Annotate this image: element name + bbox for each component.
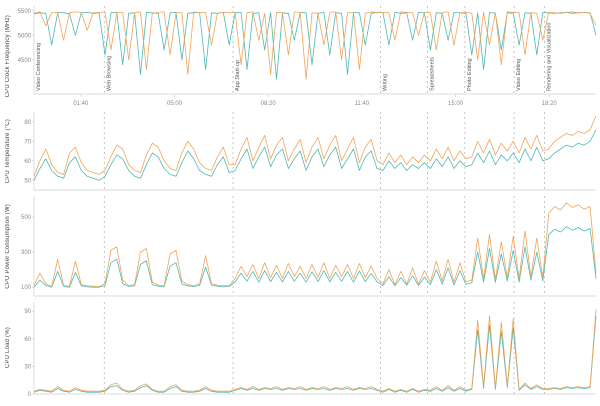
y-tick-label: 60 bbox=[24, 337, 31, 343]
y-tick-label: 500 bbox=[21, 215, 32, 221]
y-tick-label: 60 bbox=[24, 159, 31, 165]
chart-cpu-temperature: CPU Temperature (°C) 50 60 70 80 bbox=[2, 110, 598, 192]
y-axis-title-load: CPU Load (%) bbox=[2, 300, 14, 396]
x-tick-label: 08:20 bbox=[261, 101, 277, 107]
x-tick-label: 11:40 bbox=[355, 101, 370, 107]
cpu-power-plot: 100 300 500 bbox=[21, 196, 597, 297]
phase-label: App Start-up bbox=[235, 60, 241, 91]
phase-label: Video Conferencing bbox=[36, 43, 42, 91]
chart-cpu-power: CPU Power Consumption (W) 100 300 500 bbox=[2, 194, 598, 298]
chart-cpu-load: CPU Load (%) 0 30 60 90 bbox=[2, 300, 598, 396]
y-axis-title-text: CPU Temperature (°C) bbox=[5, 118, 11, 184]
y-axis-title-temperature: CPU Temperature (°C) bbox=[2, 110, 14, 192]
cpu-frequency-plot: 4500 5000 5500 Video Conferencing Web Browsi… bbox=[18, 6, 597, 107]
series-line-teal bbox=[33, 11, 597, 80]
phase-label: Writing bbox=[383, 74, 389, 91]
y-tick-label: 5000 bbox=[18, 33, 32, 39]
y-axis-title-text: CPU Clock Frequency (MHz) bbox=[5, 14, 11, 98]
y-tick-label: 4500 bbox=[18, 58, 32, 64]
series-line-orange bbox=[33, 115, 597, 177]
y-tick-label: 30 bbox=[24, 364, 31, 370]
y-axis-title-frequency: CPU Clock Frequency (MHz) bbox=[2, 4, 14, 108]
y-tick-label: 5500 bbox=[18, 9, 32, 15]
x-tick-label: 01:40 bbox=[73, 101, 89, 107]
y-tick-label: 100 bbox=[21, 285, 32, 291]
y-tick-label: 0 bbox=[28, 392, 32, 396]
series-line-orange bbox=[33, 11, 597, 80]
phase-label: Photo Editing bbox=[467, 58, 473, 91]
series-line-teal bbox=[33, 315, 597, 393]
series-line-teal bbox=[33, 129, 597, 181]
y-axis-title-text: CPU Power Consumption (W) bbox=[5, 203, 11, 289]
y-tick-label: 300 bbox=[21, 250, 32, 256]
x-tick-label: 18:20 bbox=[542, 101, 558, 107]
cpu-temperature-plot: 50 60 70 80 bbox=[24, 112, 597, 191]
y-tick-label: 90 bbox=[24, 309, 31, 315]
y-tick-label: 50 bbox=[24, 178, 31, 184]
x-tick-label: 15:00 bbox=[448, 101, 464, 107]
phase-label: Spreadsheets bbox=[429, 57, 435, 91]
phase-label: Rendering and Visualization bbox=[547, 23, 553, 91]
y-tick-label: 80 bbox=[24, 120, 31, 126]
cpu-load-plot: 0 30 60 90 bbox=[24, 302, 597, 396]
y-axis-title-power: CPU Power Consumption (W) bbox=[2, 194, 14, 298]
phase-label: Web Browsing bbox=[106, 56, 112, 91]
series-line-orange bbox=[33, 309, 597, 392]
x-tick-label: 05:00 bbox=[167, 101, 183, 107]
y-tick-label: 70 bbox=[24, 139, 31, 145]
phase-label: Video Editing bbox=[516, 59, 522, 91]
chart-cpu-frequency: CPU Clock Frequency (MHz) 4500 5000 5500 Vi… bbox=[2, 4, 598, 108]
series-line-teal bbox=[33, 226, 597, 288]
series-line-orange bbox=[33, 202, 597, 287]
y-axis-title-text: CPU Load (%) bbox=[5, 327, 11, 369]
